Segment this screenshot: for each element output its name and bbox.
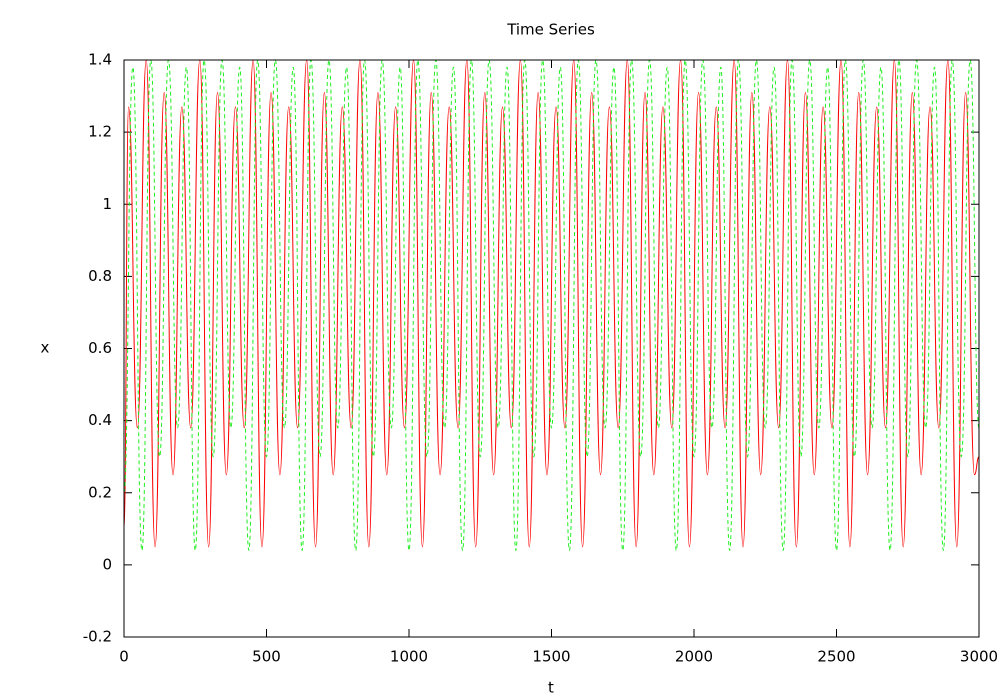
y-tick-label: -0.2 xyxy=(83,628,112,646)
y-tick-label: 1.4 xyxy=(88,51,112,69)
x-axis-label: t xyxy=(548,679,554,697)
y-tick-label: 0.2 xyxy=(88,483,112,501)
y-tick-label: 0 xyxy=(102,555,112,573)
x-tick-label: 3000 xyxy=(960,648,998,666)
x-tick-label: 500 xyxy=(252,648,281,666)
plot-border xyxy=(123,59,980,638)
y-tick-label: 0.4 xyxy=(88,411,112,429)
x-tick-label: 1000 xyxy=(390,648,428,666)
y-tick-label: 1 xyxy=(102,195,112,213)
x-tick-label: 1500 xyxy=(532,648,570,666)
x-tick-label: 2500 xyxy=(817,648,855,666)
y-tick-label: 0.6 xyxy=(88,339,112,357)
x-tick-label: 2000 xyxy=(675,648,713,666)
series-line xyxy=(124,60,979,551)
y-tick-label: 1.2 xyxy=(88,123,112,141)
chart-title: Time Series xyxy=(506,21,595,39)
x-tick-label: 0 xyxy=(119,648,129,666)
series-line xyxy=(124,60,979,548)
y-tick-label: 0.8 xyxy=(88,267,112,285)
y-axis-label: x xyxy=(41,339,50,357)
